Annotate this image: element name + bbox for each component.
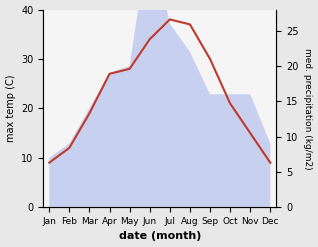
X-axis label: date (month): date (month) (119, 231, 201, 242)
Y-axis label: max temp (C): max temp (C) (5, 75, 16, 142)
Y-axis label: med. precipitation (kg/m2): med. precipitation (kg/m2) (303, 48, 313, 169)
